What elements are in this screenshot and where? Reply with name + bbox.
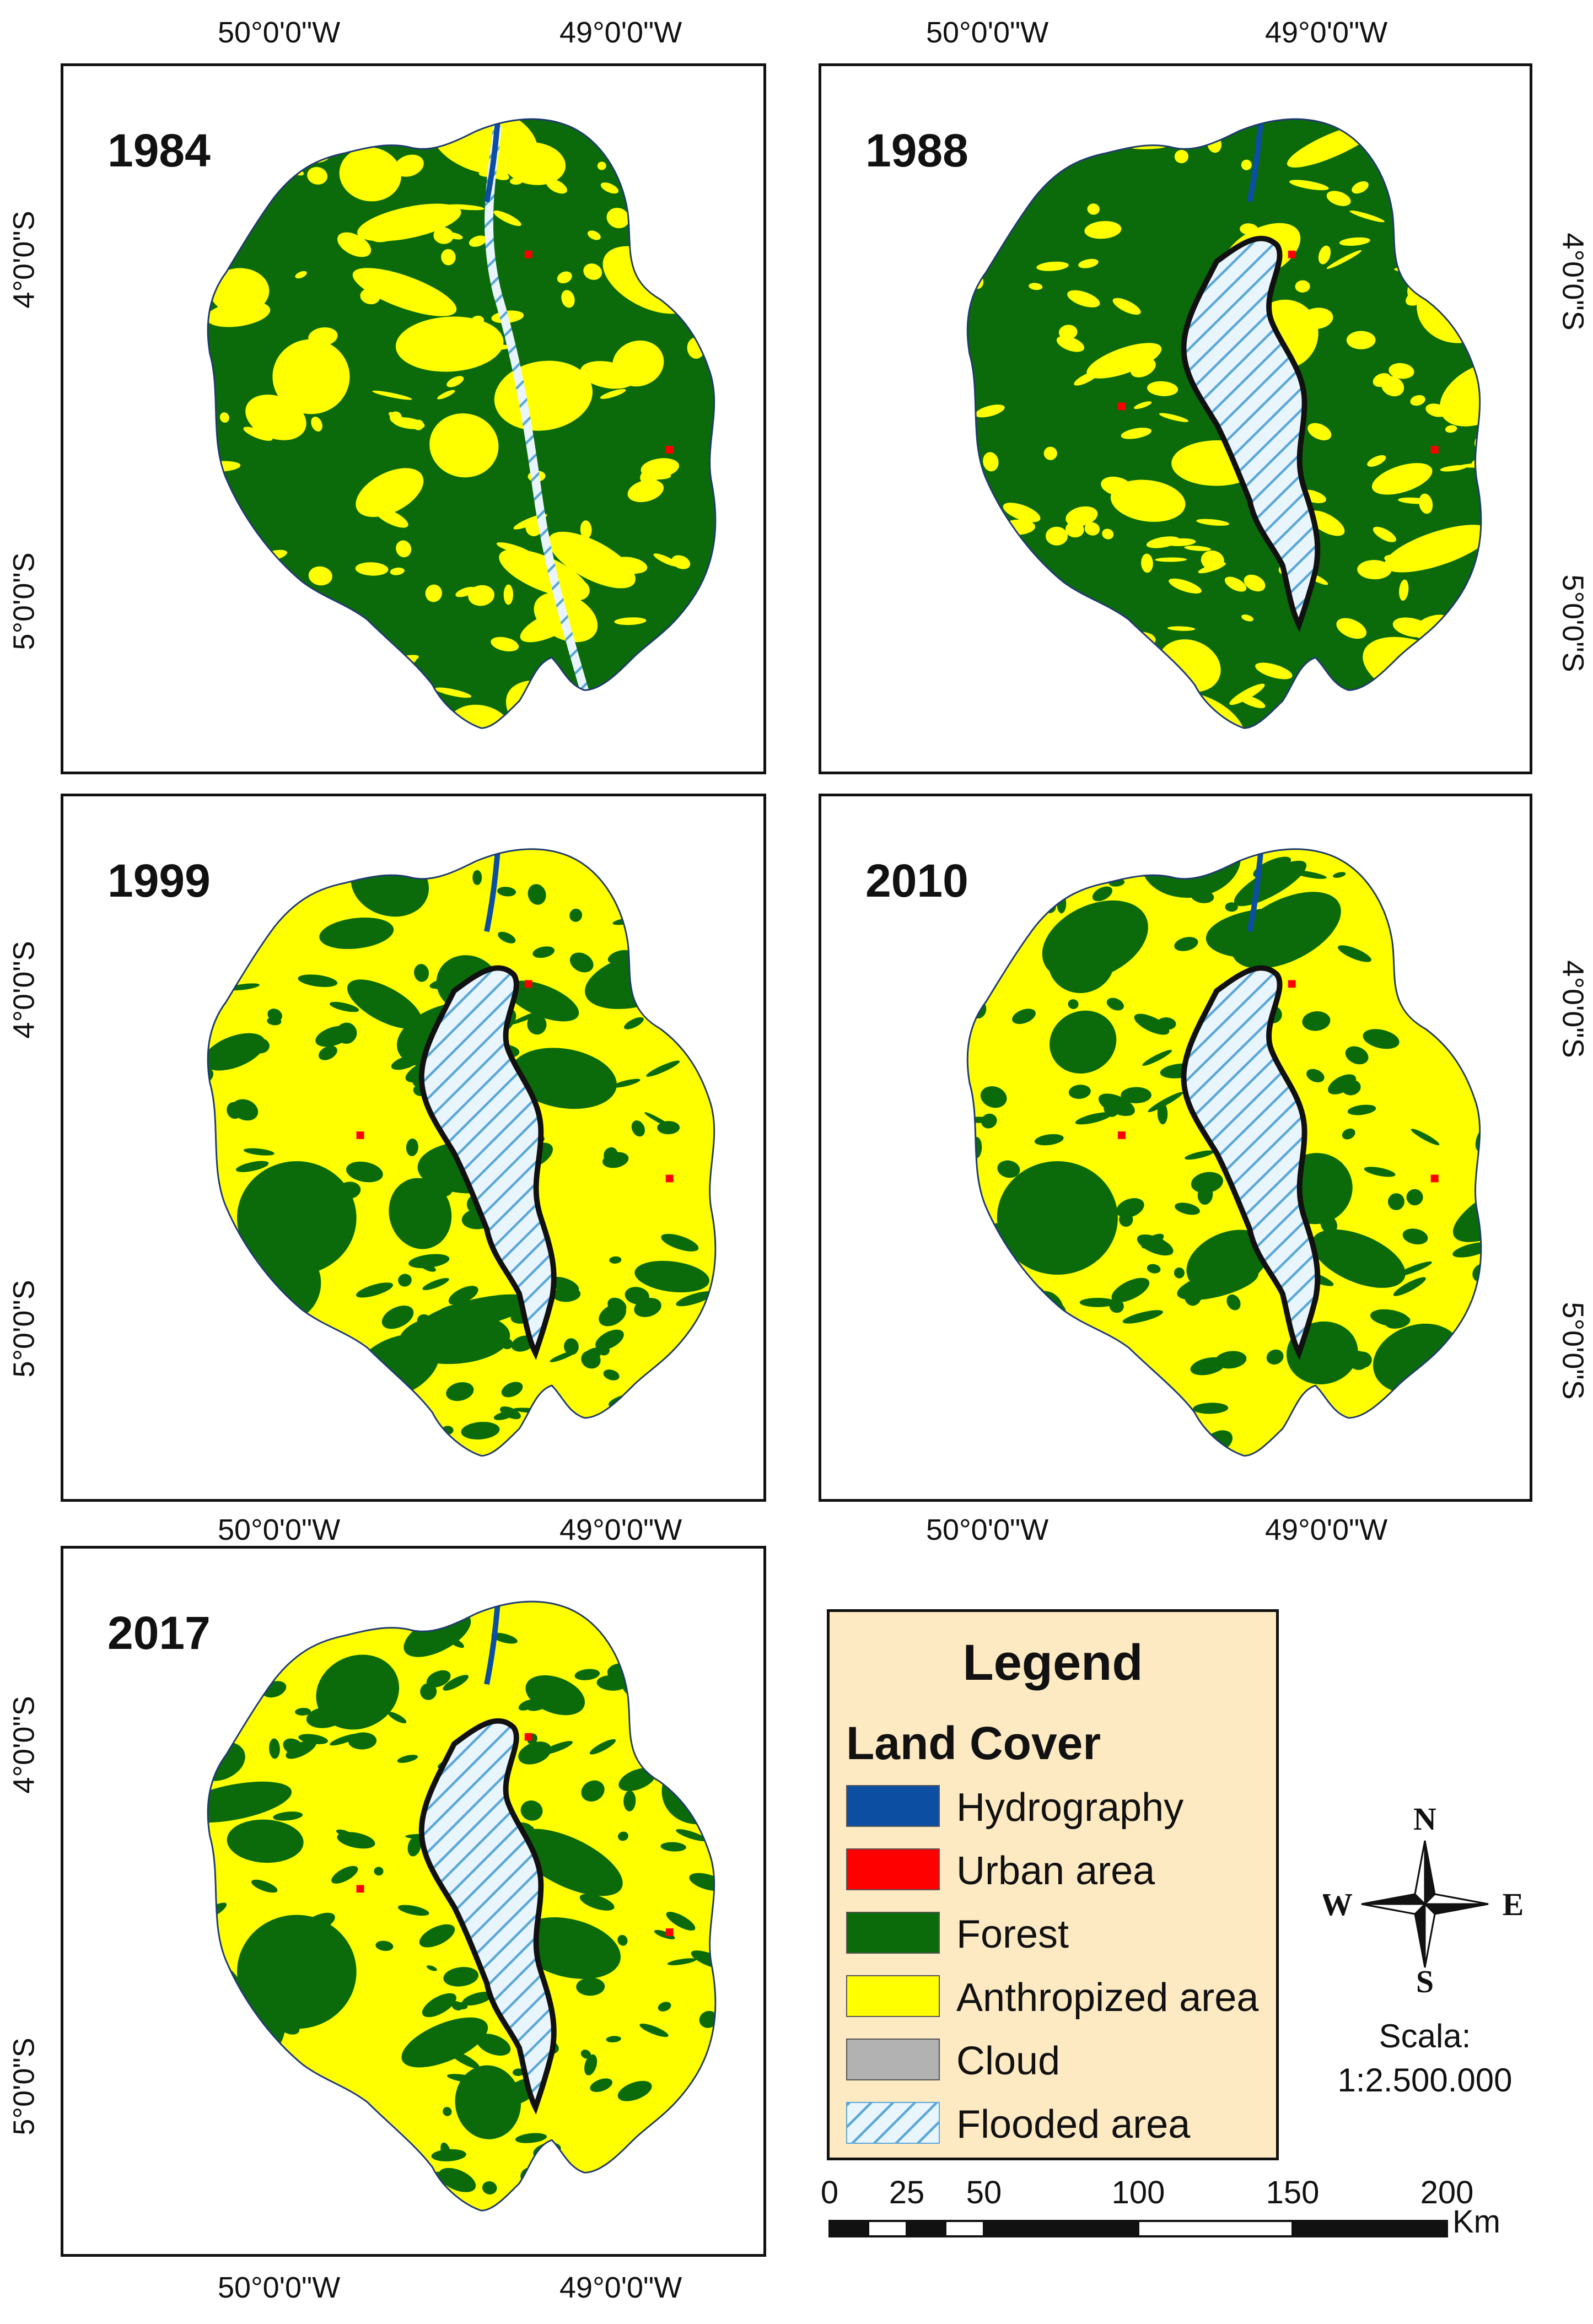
lon-tick-label: 50°0'0"W [218, 2271, 341, 2304]
lat-tick-label: 5°0'0"S [7, 1280, 41, 1378]
panel-year-label: 1999 [107, 855, 211, 907]
lon-tick-label: 50°0'0"W [926, 16, 1049, 49]
legend-item-label: Anthropized area [956, 1976, 1259, 2020]
scalebar-unit: Km [1452, 2204, 1500, 2240]
legend-item-urban: Urban area [846, 1846, 1276, 1896]
lat-tick-label: 5°0'0"S [7, 552, 41, 650]
legend-item-label: Cloud [956, 2039, 1061, 2083]
map-panel-1999: 1999 [61, 794, 766, 1502]
land-cover-map [966, 848, 1482, 1457]
legend-swatch [846, 1785, 940, 1827]
legend-item-anthropized: Anthropized area [846, 1973, 1276, 2023]
lat-tick-label: 4°0'0"S [7, 941, 41, 1039]
legend-swatch [846, 2039, 940, 2080]
compass-e: E [1503, 1886, 1524, 1922]
legend-box: Legend Land Cover Hydrography Urban area… [827, 1609, 1279, 2160]
lat-tick-label: 4°0'0"S [1556, 233, 1590, 331]
lon-tick-label: 49°0'0"W [559, 2271, 682, 2304]
compass-rose-icon: N S E W [1323, 1808, 1524, 1995]
panel-year-label: 1984 [107, 125, 211, 176]
legend-item-label: Hydrography [956, 1786, 1184, 1830]
lat-tick-label: 4°0'0"S [7, 1696, 41, 1794]
legend-swatch [846, 1975, 940, 2017]
legend-item-flooded: Flooded area [846, 2100, 1276, 2149]
lon-tick-label: 49°0'0"W [1265, 16, 1388, 49]
scale-label: Scala: [1379, 2018, 1471, 2055]
lon-tick-label: 50°0'0"W [218, 1513, 341, 1546]
legend-item-hydrography: Hydrography [846, 1783, 1276, 1832]
map-panel-1988: 1988 [819, 63, 1532, 774]
legend-item-label: Urban area [956, 1849, 1155, 1893]
lat-tick-label: 5°0'0"S [7, 2037, 41, 2136]
panel-year-label: 1988 [865, 125, 968, 176]
scale-ratio: 1:2.500.000 [1337, 2062, 1513, 2099]
legend-item-label: Flooded area [956, 2102, 1191, 2147]
legend-swatch [846, 1848, 940, 1890]
scalebar-tick-label: 200 [1420, 2175, 1474, 2210]
legend-swatch [846, 2102, 940, 2144]
scale-bar [828, 2220, 1448, 2237]
compass-s: S [1416, 1964, 1434, 1995]
lon-tick-label: 49°0'0"W [559, 1513, 682, 1546]
legend-swatch [846, 1912, 940, 1954]
lon-tick-label: 49°0'0"W [559, 16, 682, 49]
map-panel-1984: 1984 [61, 63, 766, 774]
legend-title: Legend [962, 1635, 1143, 1691]
lat-tick-label: 5°0'0"S [1556, 574, 1590, 672]
scalebar-tick-label: 25 [889, 2175, 925, 2210]
legend-item-forest: Forest [846, 1910, 1276, 1959]
scalebar-tick-label: 100 [1111, 2175, 1165, 2210]
panel-year-label: 2010 [865, 855, 968, 907]
scalebar-tick-label: 150 [1266, 2175, 1320, 2210]
scalebar-tick-label: 50 [966, 2175, 1002, 2210]
compass-n: N [1413, 1808, 1436, 1837]
legend-subtitle: Land Cover [846, 1717, 1101, 1769]
legend-item-cloud: Cloud [846, 2036, 1276, 2086]
land-cover-map [207, 118, 717, 729]
compass-w: W [1323, 1886, 1353, 1922]
map-panel-2010: 2010 [819, 794, 1532, 1502]
panel-year-label: 2017 [107, 1607, 211, 1659]
lat-tick-label: 4°0'0"S [1556, 960, 1590, 1058]
legend-item-label: Forest [956, 1912, 1069, 1956]
lon-tick-label: 50°0'0"W [926, 1513, 1049, 1546]
lat-tick-label: 5°0'0"S [1556, 1302, 1590, 1400]
scalebar-tick-label: 0 [820, 2175, 839, 2210]
lat-tick-label: 4°0'0"S [7, 211, 41, 309]
land-cover-map [207, 848, 717, 1457]
map-panel-2017: 2017 [61, 1546, 766, 2257]
lon-tick-label: 49°0'0"W [1265, 1513, 1388, 1546]
land-cover-map [207, 1600, 717, 2212]
land-cover-map [966, 118, 1482, 729]
lon-tick-label: 50°0'0"W [218, 16, 341, 49]
